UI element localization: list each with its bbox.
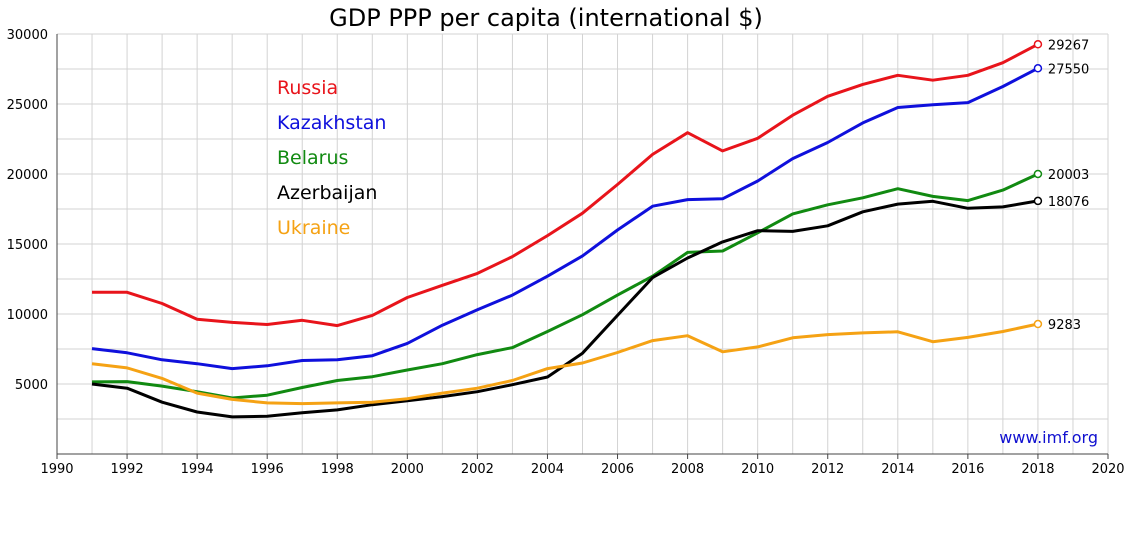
y-tick-label: 15000 (7, 238, 48, 253)
end-label-belarus: 20003 (1048, 168, 1089, 183)
grid-lines (57, 33, 1109, 454)
y-tick-label: 30000 (7, 28, 48, 43)
end-marker-kazakhstan (1033, 64, 1043, 73)
series-line-russia (92, 42, 1039, 328)
end-marker-belarus (1033, 169, 1043, 179)
legend-item-kazakhstan: Kazakhstan (277, 112, 386, 134)
axes (56, 34, 1109, 459)
x-tick-label: 1992 (111, 462, 144, 477)
end-label-azerbaijan: 18076 (1048, 195, 1089, 210)
series-lines (91, 40, 1043, 419)
chart-title: GDP PPP per capita (international $) (329, 4, 763, 32)
x-tick-label: 2016 (951, 462, 984, 477)
end-label-ukraine: 9283 (1048, 318, 1081, 333)
legend-item-belarus: Belarus (277, 147, 348, 169)
y-tick-label: 20000 (7, 168, 48, 183)
end-marker-azerbaijan (1033, 196, 1043, 206)
x-tick-label: 2002 (461, 462, 494, 477)
end-labels: 29267 27550 20003 18076 9283 (1048, 38, 1089, 333)
end-label-russia: 29267 (1048, 38, 1089, 53)
legend-item-ukraine: Ukraine (277, 217, 350, 239)
x-tick-label: 1996 (251, 462, 284, 477)
legend-item-russia: Russia (277, 77, 338, 99)
source-link[interactable]: www.imf.org (999, 428, 1098, 447)
y-tick-labels: 5000 10000 15000 20000 25000 30000 (7, 28, 48, 393)
x-tick-labels: 1990 1992 1994 1996 1998 2000 2002 2004 2006 2008… (40, 462, 1124, 477)
y-tick-label: 25000 (7, 98, 48, 113)
x-tick-label: 2008 (671, 462, 704, 477)
legend-item-azerbaijan: Azerbaijan (277, 182, 377, 204)
end-label-kazakhstan: 27550 (1048, 62, 1089, 77)
x-tick-label: 1998 (321, 462, 354, 477)
end-marker-ukraine (1033, 319, 1043, 329)
x-tick-label: 2018 (1021, 462, 1054, 477)
x-tick-label: 2014 (881, 462, 914, 477)
x-tick-label: 2006 (601, 462, 634, 477)
x-tick-label: 2020 (1091, 462, 1124, 477)
series-line-kazakhstan (91, 66, 1039, 371)
legend: Russia Kazakhstan Belarus Azerbaijan Ukraine (277, 77, 386, 239)
x-tick-label: 2012 (811, 462, 844, 477)
x-tick-label: 2010 (741, 462, 774, 477)
series-line-ukraine (91, 322, 1039, 406)
y-tick-label: 5000 (15, 378, 48, 393)
x-tick-label: 1994 (181, 462, 214, 477)
x-tick-label: 2000 (391, 462, 424, 477)
y-tick-label: 10000 (7, 308, 48, 323)
x-tick-label: 2004 (531, 462, 564, 477)
x-tick-label: 1990 (40, 462, 73, 477)
end-marker-russia (1033, 40, 1043, 49)
series-line-belarus (91, 172, 1039, 400)
